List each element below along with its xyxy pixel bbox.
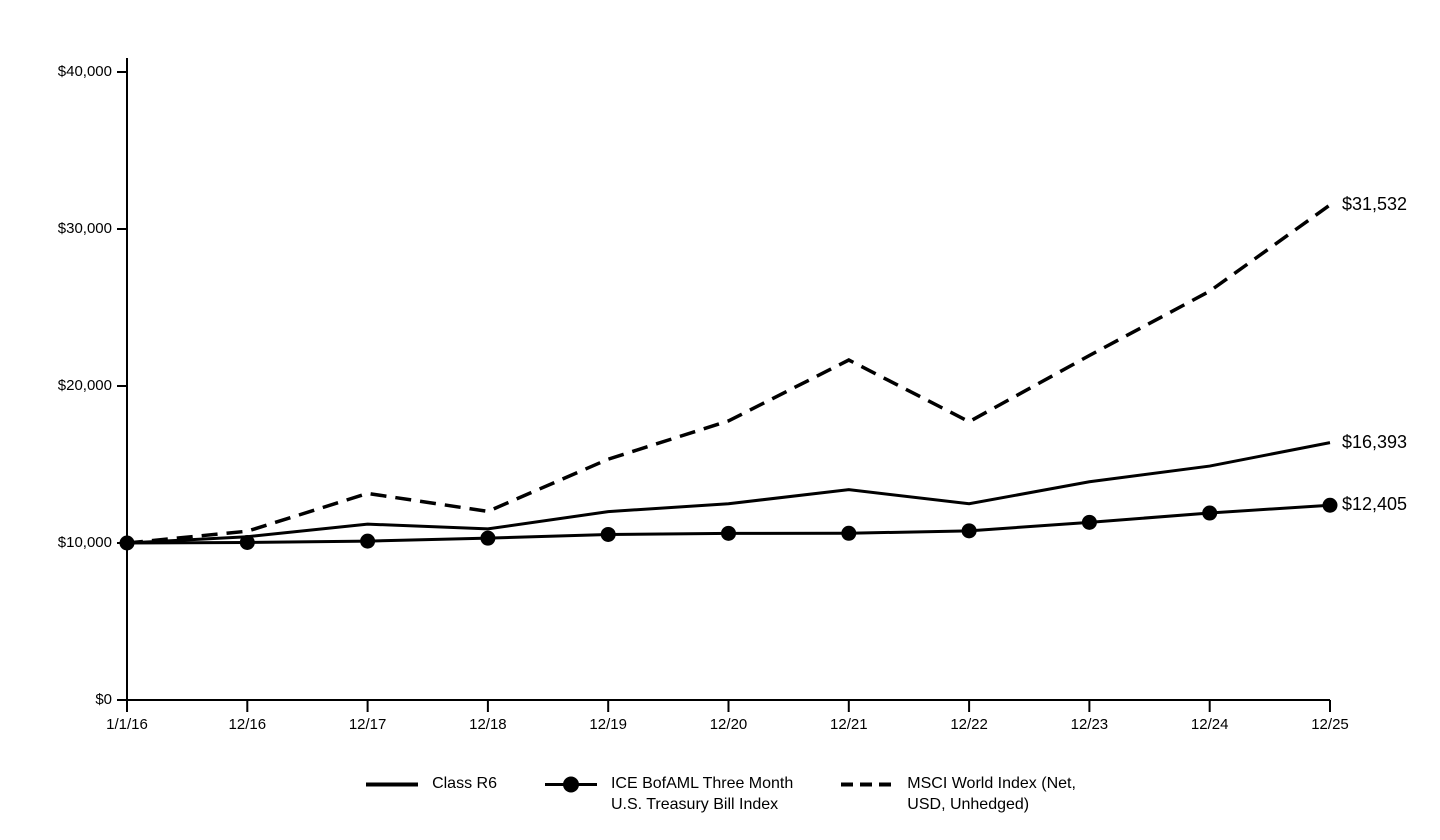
legend-label: MSCI World Index (Net, USD, Unhedged) bbox=[907, 773, 1076, 815]
dashed-line-sample-icon bbox=[841, 782, 894, 787]
data-point-marker bbox=[1322, 497, 1338, 513]
legend-label-line: U.S. Treasury Bill Index bbox=[610, 796, 779, 813]
y-tick-label: $10,000 bbox=[57, 534, 112, 551]
end-label-class-r6: $16,393 bbox=[1342, 431, 1408, 452]
data-point-marker bbox=[480, 530, 496, 546]
legend-label-line: MSCI World Index (Net, bbox=[907, 775, 1076, 792]
legend-label-line: ICE BofAML Three Month bbox=[610, 775, 794, 792]
end-label-tbill: $12,405 bbox=[1342, 494, 1408, 515]
x-tick-label: 12/23 bbox=[1070, 716, 1109, 733]
solid-line-sample-icon bbox=[366, 782, 419, 787]
data-point-marker bbox=[1081, 514, 1097, 530]
data-point-marker bbox=[360, 533, 376, 549]
y-tick-label: $40,000 bbox=[57, 63, 112, 80]
y-tick-label: $20,000 bbox=[57, 377, 112, 394]
chart-legend: Class R6 ICE BofAML Three Month U.S. Tre… bbox=[0, 773, 1440, 815]
data-point-marker bbox=[961, 523, 977, 539]
legend-item-class-r6: Class R6 bbox=[364, 773, 497, 795]
x-tick-label: 12/25 bbox=[1311, 716, 1349, 733]
data-point-marker bbox=[600, 526, 616, 542]
legend-label-line: USD, Unhedged) bbox=[907, 796, 1030, 813]
y-tick-label: $0 bbox=[95, 691, 112, 708]
x-tick-label: 12/19 bbox=[589, 716, 627, 733]
series-line-2 bbox=[126, 203, 1332, 545]
end-label-msci-world: $31,532 bbox=[1342, 193, 1408, 214]
y-tick-label: $30,000 bbox=[57, 220, 112, 237]
x-tick-label: 12/18 bbox=[469, 716, 507, 733]
x-tick-label: 12/21 bbox=[830, 716, 868, 733]
x-tick-label: 12/20 bbox=[709, 716, 748, 733]
legend-label-line: Class R6 bbox=[432, 775, 497, 792]
data-point-marker bbox=[721, 525, 736, 541]
x-tick-label: 12/22 bbox=[950, 716, 988, 733]
legend-item-tbill-index: ICE BofAML Three Month U.S. Treasury Bil… bbox=[543, 773, 793, 815]
x-tick-label: 12/16 bbox=[228, 716, 267, 733]
line-with-dot-sample-icon bbox=[544, 776, 597, 793]
legend-item-msci-world: MSCI World Index (Net, USD, Unhedged) bbox=[839, 773, 1076, 815]
x-tick-label: 12/17 bbox=[348, 716, 387, 733]
legend-label: ICE BofAML Three Month U.S. Treasury Bil… bbox=[611, 773, 793, 815]
legend-label: Class R6 bbox=[432, 773, 497, 794]
x-tick-label: 12/24 bbox=[1190, 716, 1229, 733]
x-tick-label: 1/1/16 bbox=[106, 716, 148, 733]
series-line-0 bbox=[126, 441, 1331, 545]
axes bbox=[117, 58, 1331, 712]
data-point-marker bbox=[841, 525, 857, 541]
data-point-marker bbox=[239, 534, 255, 550]
data-point-marker bbox=[1202, 505, 1218, 521]
